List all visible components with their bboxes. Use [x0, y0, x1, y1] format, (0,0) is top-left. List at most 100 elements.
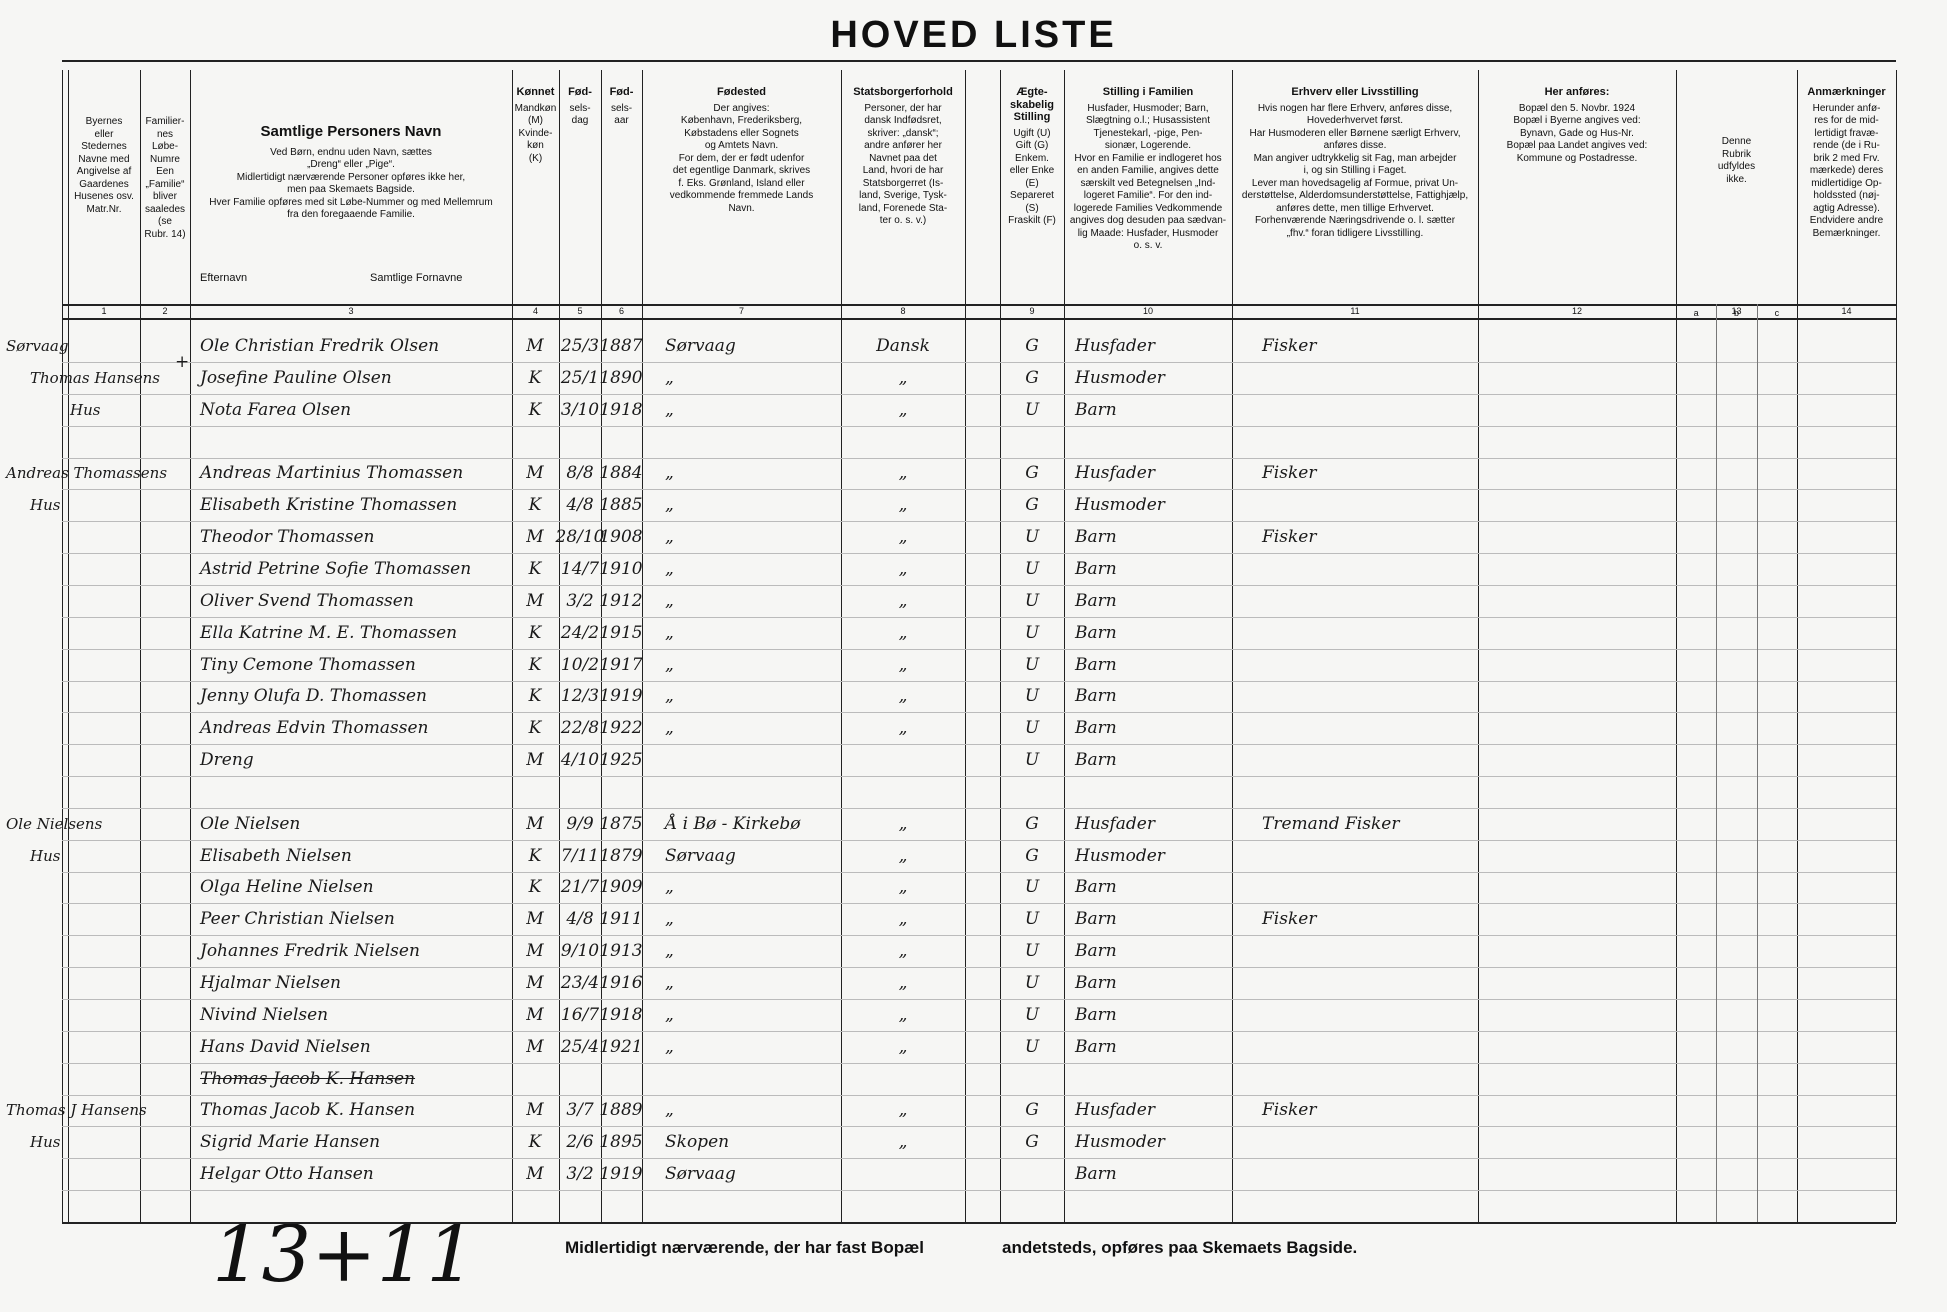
- header-line: res for de mid-: [1814, 115, 1879, 126]
- entry-position: Husfader: [1075, 813, 1155, 834]
- row-rule: [62, 744, 1896, 746]
- header-line: (E): [1025, 177, 1039, 189]
- entry-occupation: Fisker: [1262, 463, 1317, 484]
- header-line: Hver Familie opføres med sit Løbe-Nummer…: [209, 196, 493, 208]
- entry-sex: M: [526, 1036, 544, 1057]
- header-line: Løbe-: [151, 141, 179, 152]
- entry-occupation: Fisker: [1262, 1100, 1317, 1121]
- column-title: Stilling i Familien: [1102, 86, 1194, 98]
- row-rule: [62, 1030, 1896, 1032]
- column-line: [642, 70, 643, 1222]
- entry-year: 1925: [599, 750, 643, 771]
- header-line: Der angives:: [713, 102, 770, 114]
- entry-sex: M: [526, 336, 544, 356]
- entry-citizenship: „: [898, 718, 908, 739]
- column-number: 1: [101, 306, 107, 316]
- column-title: Ægte-skabelig Stilling: [1009, 86, 1055, 123]
- entry-name: Olga Heline Nielsen: [200, 877, 374, 898]
- entry-day: 4/8: [566, 495, 594, 516]
- entry-marital: G: [1025, 813, 1039, 834]
- header-line: og Amtets Navn.: [704, 140, 779, 151]
- entry-marital: U: [1024, 622, 1040, 643]
- entry-position: Husfader: [1075, 336, 1155, 356]
- row-rule: [62, 712, 1896, 714]
- row-rule: [62, 553, 1896, 555]
- entry-year: 1887: [599, 336, 643, 356]
- header-line: fra den foregaaende Familie.: [287, 209, 415, 220]
- header-line: Endvidere andre: [1809, 215, 1884, 226]
- header-line: For dem, der er født udenfor: [678, 152, 805, 164]
- column-title: Samtlige Personers Navn: [260, 123, 442, 140]
- entry-marital: G: [1025, 367, 1039, 388]
- header-line: midlertidige Op-: [1811, 177, 1882, 189]
- column-header: Stilling i Familien Husfader, Husmoder; B…: [1064, 76, 1232, 304]
- header-line: udfyldes: [1717, 161, 1756, 172]
- entry-sex: K: [528, 558, 542, 579]
- family-mark: +: [175, 352, 190, 372]
- column-number: 2: [162, 306, 168, 316]
- entry-name: Johannes Fredrik Nielsen: [200, 941, 420, 962]
- subcolumn-line: [1756, 304, 1758, 1222]
- entry-birthplace: Sørvaag: [665, 1164, 736, 1185]
- entry-position: Barn: [1075, 527, 1117, 548]
- header-line: Bopæl den 5. Novbr. 1924: [1518, 102, 1636, 114]
- entry-name: Ella Katrine M. E. Thomassen: [200, 622, 458, 643]
- header-line: anføres dette, men tillige Erhvervet.: [1276, 202, 1434, 214]
- entry-marital: G: [1025, 1100, 1039, 1121]
- entry-citizenship: „: [898, 1004, 908, 1025]
- header-line: ter o. s. v.): [879, 215, 927, 226]
- column-number: 11: [1350, 306, 1360, 316]
- header-line: angives dog desuden paa sædvan-: [1069, 215, 1227, 226]
- header-line: sionær, Logerende.: [1104, 140, 1192, 151]
- entry-day: 9/10: [560, 941, 600, 962]
- entry-position: Barn: [1075, 718, 1117, 739]
- entry-year: 1917: [599, 654, 643, 675]
- subcolumn-label: a: [1693, 308, 1699, 318]
- row-rule: [62, 1094, 1896, 1096]
- row-rule: [62, 903, 1896, 905]
- row-rule: [62, 425, 1896, 427]
- header-line: Gift (G): [1015, 140, 1049, 151]
- entry-citizenship: „: [898, 877, 908, 898]
- column-title: Statsborgerforhold: [853, 86, 953, 98]
- row-rule: [62, 457, 1896, 459]
- entry-birthplace: Å i Bø - Kirkebø: [665, 813, 801, 834]
- header-line: Numre: [149, 153, 180, 165]
- place-name: Hus: [30, 1133, 61, 1152]
- column-line: [1232, 70, 1233, 1222]
- entry-name: Helgar Otto Hansen: [200, 1164, 374, 1185]
- header-line: dansk Indfødsret,: [864, 115, 942, 126]
- column-number: 10: [1142, 306, 1153, 316]
- entry-name: Andreas Edvin Thomassen: [200, 718, 429, 739]
- entry-name: Dreng: [200, 750, 254, 771]
- row-rule: [62, 967, 1896, 969]
- header-line: f. Eks. Grønland, Island eller: [678, 177, 805, 189]
- entry-birthplace: „: [665, 654, 674, 675]
- entry-day: 10/2: [560, 654, 600, 675]
- header-line: lig Maade: Husfader, Husmoder: [1077, 227, 1219, 239]
- entry-occupation: Fisker: [1262, 336, 1317, 356]
- entry-citizenship: „: [898, 399, 908, 420]
- column-header: Fødested Der angives: København, Frederiks…: [642, 76, 841, 304]
- entry-position: Barn: [1075, 558, 1117, 579]
- entry-name: Oliver Svend Thomassen: [200, 590, 414, 611]
- entry-birthplace: „: [665, 463, 674, 484]
- entry-year: 1890: [599, 367, 643, 388]
- entry-year: 1909: [599, 877, 643, 898]
- entry-position: Husfader: [1075, 463, 1155, 484]
- header-line: Gaardenes: [79, 178, 129, 190]
- entry-day: 2/6: [566, 1132, 594, 1153]
- header-line: „Familie“: [145, 178, 185, 190]
- column-header: Familier-nes Løbe- Numre Een „Familie“ bliver…: [140, 76, 190, 304]
- header-line: køn: [527, 140, 544, 151]
- entry-citizenship: „: [898, 909, 908, 930]
- entry-year: 1875: [599, 813, 643, 834]
- entry-birthplace: „: [665, 1004, 674, 1025]
- header-line: Land, hvori de har: [862, 165, 944, 176]
- row-rule: [62, 680, 1896, 682]
- entry-marital: U: [1024, 973, 1040, 993]
- place-name: Andreas Thomassens: [6, 464, 168, 483]
- entry-citizenship: Dansk: [876, 336, 930, 356]
- header-line: en anden Familie, angives dette: [1077, 165, 1219, 176]
